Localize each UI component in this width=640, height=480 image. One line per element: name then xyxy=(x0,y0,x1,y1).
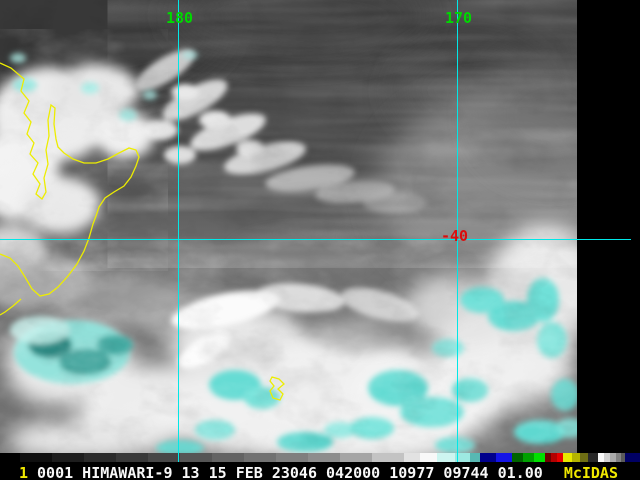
colorbar-segment xyxy=(52,453,84,462)
colorbar xyxy=(0,453,640,462)
colorbar-segment xyxy=(420,453,437,462)
colorbar-segment xyxy=(523,453,534,462)
colorbar-segment xyxy=(616,453,621,462)
colorbar-segment xyxy=(512,453,523,462)
colorbar-segment xyxy=(572,453,580,462)
colorbar-segment xyxy=(20,453,52,462)
colorbar-segment xyxy=(244,453,276,462)
frame-number: 1 xyxy=(19,464,29,480)
colorbar-segment xyxy=(545,453,551,462)
colorbar-segment xyxy=(372,453,404,462)
colorbar-segment xyxy=(480,453,496,462)
grid-line-latitude xyxy=(0,239,631,240)
satellite-display[interactable] xyxy=(0,0,640,453)
island-outline xyxy=(269,376,285,401)
colorbar-segment xyxy=(470,453,480,462)
colorbar-segment xyxy=(604,453,610,462)
status-bar: 1 0001 HIMAWARI-9 13 15 FEB 23046 042000 … xyxy=(0,462,640,480)
colorbar-segment xyxy=(340,453,372,462)
status-text: 1 0001 HIMAWARI-9 13 15 FEB 23046 042000 … xyxy=(19,464,543,480)
colorbar-segment xyxy=(551,453,557,462)
colorbar-segment xyxy=(621,453,625,462)
imagery-layer xyxy=(0,0,577,453)
colorbar-segment xyxy=(563,453,572,462)
colorbar-segment xyxy=(625,453,640,462)
colorbar-segment xyxy=(437,453,455,462)
colorbar-segment xyxy=(212,453,244,462)
colorbar-segment xyxy=(455,453,470,462)
colorbar-segment xyxy=(148,453,180,462)
colorbar-segment xyxy=(496,453,512,462)
colorbar-segment xyxy=(588,453,598,462)
colorbar-segment xyxy=(116,453,148,462)
satellite-image xyxy=(0,0,640,453)
colorbar-segment xyxy=(580,453,588,462)
colorbar-segment xyxy=(404,453,420,462)
grid-label-170: 170 xyxy=(445,9,473,27)
coastline xyxy=(0,62,285,401)
colorbar-segment xyxy=(557,453,563,462)
no-data-band xyxy=(577,0,640,453)
grid-label-180: 180 xyxy=(166,9,194,27)
colorbar-segment xyxy=(534,453,545,462)
status-info: 0001 HIMAWARI-9 13 15 FEB 23046 042000 1… xyxy=(37,464,543,480)
colorbar-segment xyxy=(0,453,20,462)
colorbar-segment xyxy=(84,453,116,462)
colorbar-segment xyxy=(308,453,340,462)
colorbar-segment xyxy=(610,453,616,462)
brand-label: McIDAS xyxy=(563,464,618,480)
colorbar-segment xyxy=(180,453,212,462)
colorbar-segment xyxy=(598,453,604,462)
temperature-marker: -40 xyxy=(441,227,469,245)
grid-line-180 xyxy=(178,0,179,462)
grid-line-170 xyxy=(457,0,458,462)
colorbar-segment xyxy=(276,453,308,462)
